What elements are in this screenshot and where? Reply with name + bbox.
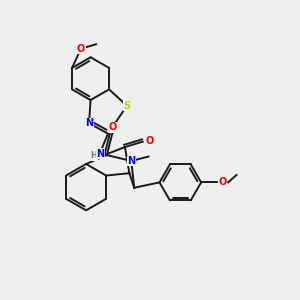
Text: O: O	[108, 122, 116, 132]
Text: N: N	[127, 156, 135, 166]
Text: O: O	[219, 177, 227, 188]
Text: H: H	[90, 151, 97, 160]
Text: O: O	[145, 136, 153, 146]
Text: S: S	[123, 101, 130, 111]
Text: N: N	[85, 118, 93, 128]
Text: O: O	[77, 44, 85, 54]
Text: N: N	[97, 149, 105, 159]
